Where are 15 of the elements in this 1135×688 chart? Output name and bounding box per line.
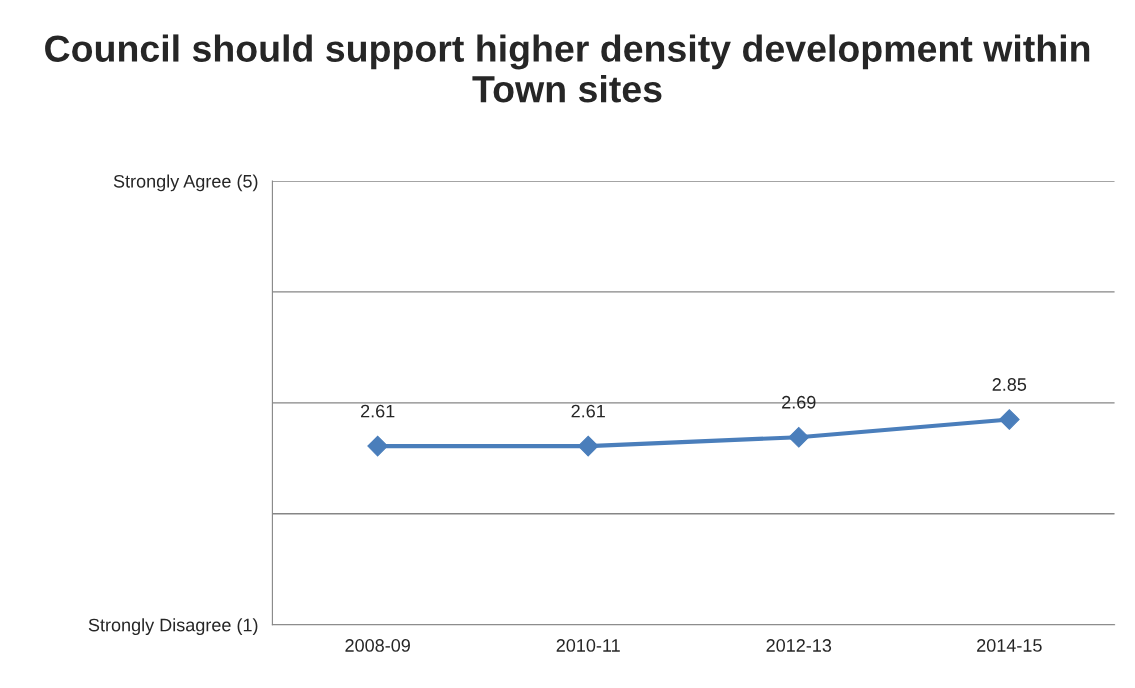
x-tick-label: 2008-09 [345,639,410,652]
data-label: 2.61 [361,404,395,418]
point [577,435,599,457]
data-label: 2.85 [992,378,1027,391]
data-label: 2.69 [782,395,816,409]
x-tick-label: 2010-11 [556,639,620,652]
y-tick-label: Strongly Disagree (1) [88,618,258,635]
point [998,409,1020,430]
y-tick-label: Strongly Agree (5) [113,174,258,192]
x-tick-label: 2012-13 [766,639,832,652]
data-label: 2.61 [571,404,605,418]
point [788,426,810,448]
x-tick-label: 2014-15 [977,639,1042,652]
chart-title: Council should support higher density development within Town sites [45,34,1090,103]
point [367,435,389,457]
